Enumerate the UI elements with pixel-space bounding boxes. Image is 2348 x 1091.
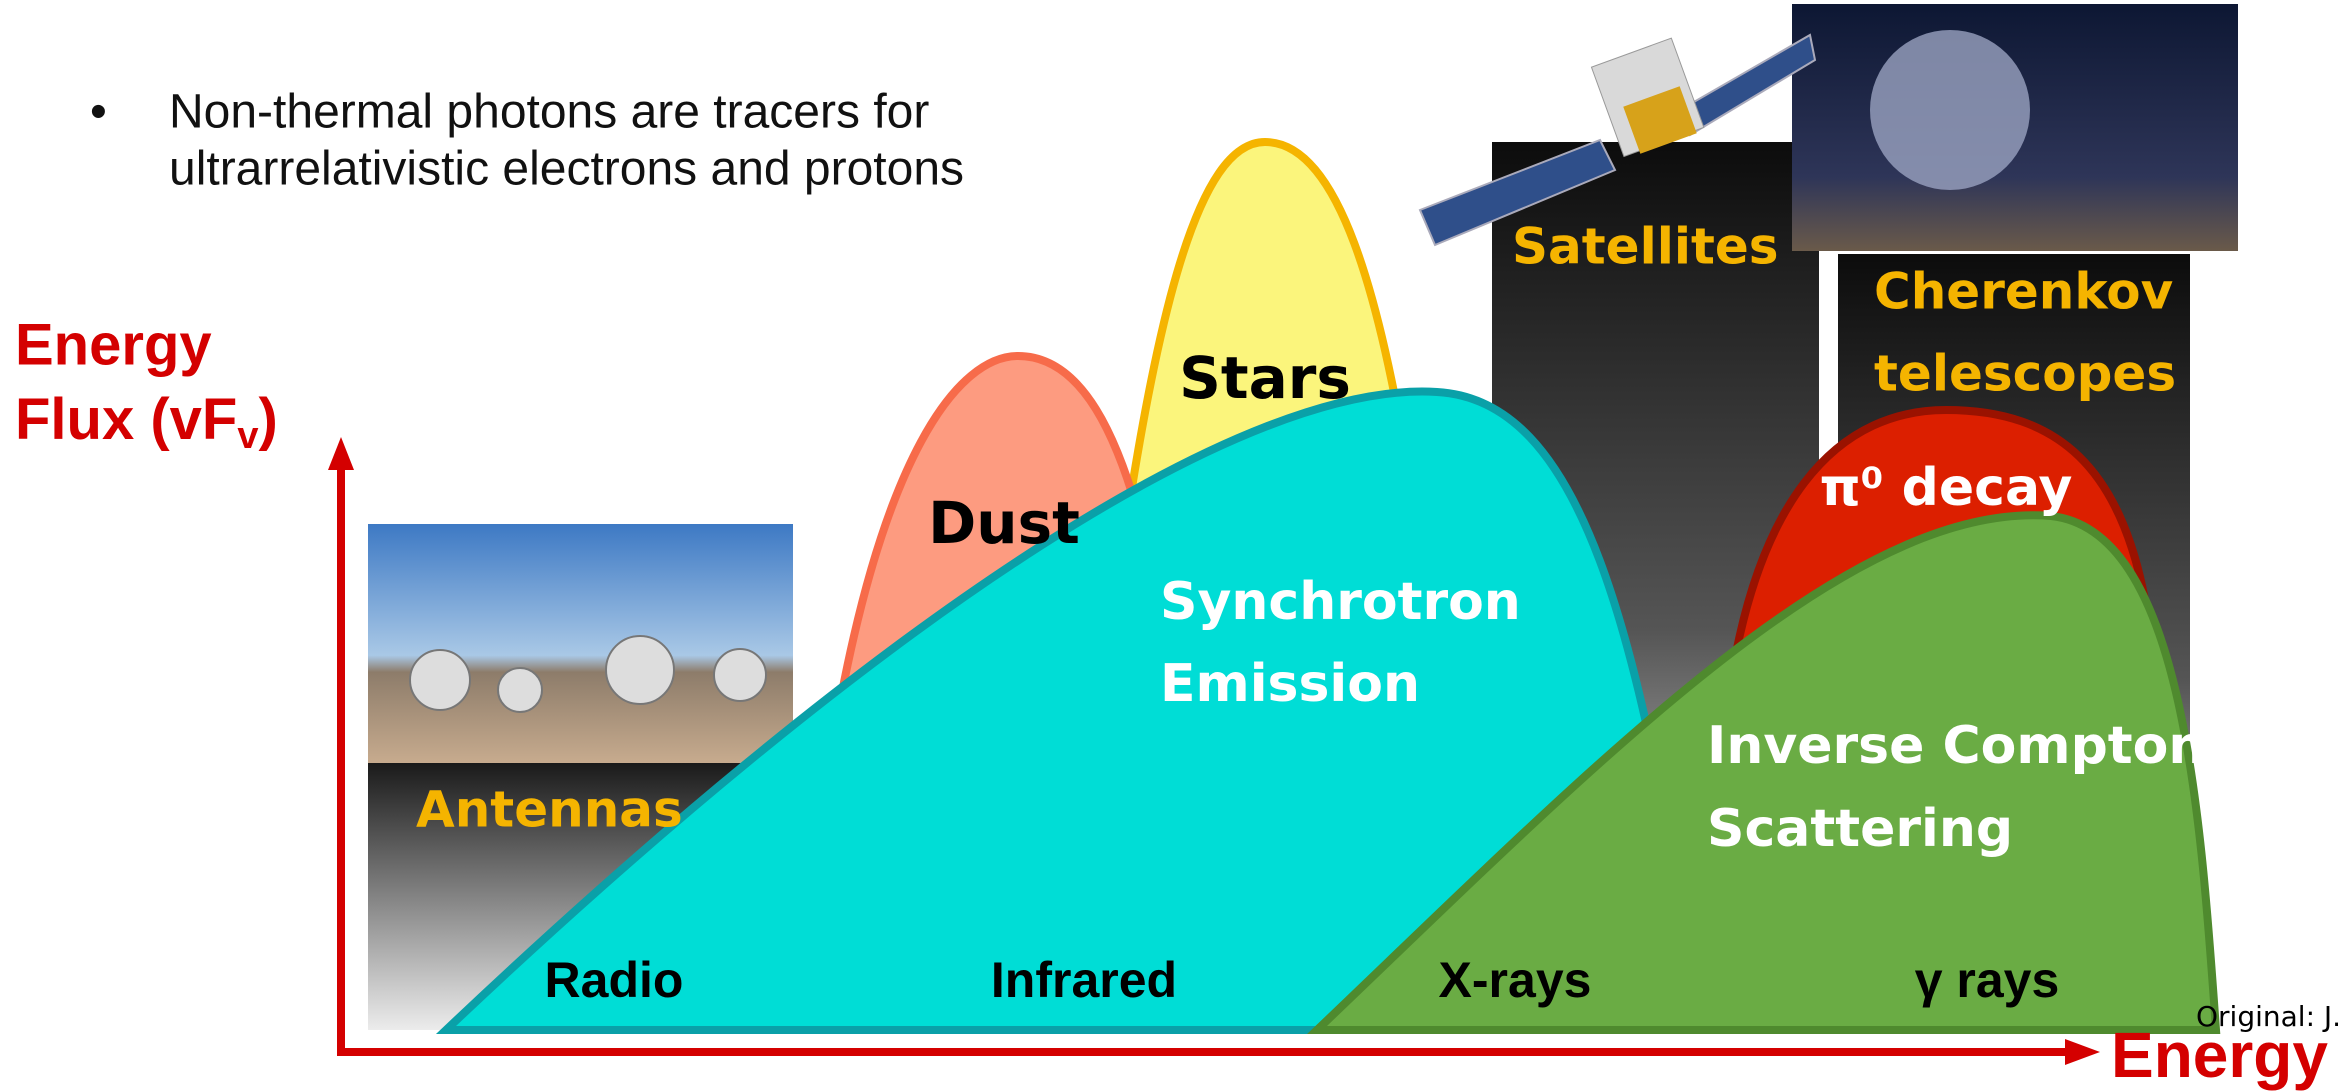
component-label: Stars [1179, 344, 1351, 412]
dishes [409, 635, 767, 713]
y-axis-subscript: v [237, 415, 258, 457]
y-axis-label-main: Flux (vF [15, 387, 237, 452]
x-axis-label: Energy [2111, 1019, 2328, 1091]
band-label: γ rays [1915, 952, 2060, 1008]
telescope-mirror [1870, 30, 2030, 190]
bullet-text: Non-thermal photons are tracers for [169, 86, 929, 139]
x-arrow [2065, 1039, 2100, 1065]
component-label: Scattering [1707, 799, 2013, 859]
instrument-label: Satellites [1512, 218, 1779, 276]
y-axis-label: Flux (vFv) [15, 387, 278, 457]
band-label: Infrared [991, 952, 1177, 1008]
instrument-label: Antennas [416, 781, 683, 839]
y-axis-close: ) [258, 387, 277, 452]
instrument-label: telescopes [1874, 345, 2176, 403]
component-label: π⁰ decay [1820, 458, 2073, 518]
band-label: X-rays [1439, 952, 1592, 1008]
synchrotron-curve [435, 387, 1705, 1034]
band-label: Radio [545, 952, 684, 1008]
y-axis-label: Energy [15, 312, 212, 377]
antenna-photo [368, 524, 793, 763]
y-arrow [328, 437, 354, 470]
satellite [1418, 33, 1817, 247]
component-label: Inverse Compton [1707, 716, 2205, 776]
credit: Original: J. H [2196, 1000, 2348, 1033]
bullet-dot: • [90, 86, 107, 139]
component-label: Dust [928, 489, 1080, 557]
component-label: Emission [1160, 654, 1420, 714]
inverse-compton-curve [1307, 511, 2221, 1034]
instrument-label: Cherenkov [1874, 263, 2173, 321]
bullet-text: ultrarrelativistic electrons and protons [169, 143, 964, 196]
component-label: Synchrotron [1160, 572, 1521, 632]
